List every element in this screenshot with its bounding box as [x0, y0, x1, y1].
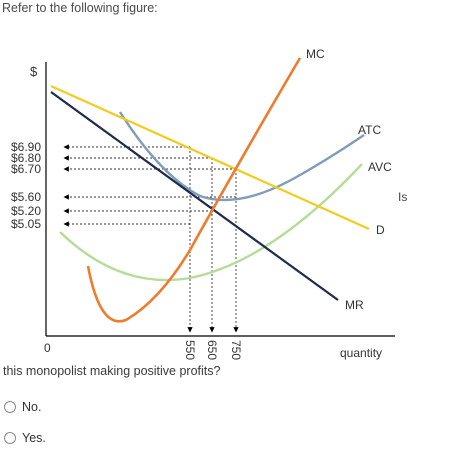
radio-button[interactable]: [4, 432, 16, 444]
cost-revenue-chart: $ 0 quantity $6.90 $6.80 $6.70 $5.60 $5.…: [11, 47, 395, 360]
price-tick: $6.80: [11, 151, 41, 165]
mc-label: MC: [306, 47, 325, 61]
option-label: Yes.: [22, 431, 46, 445]
answer-option-no[interactable]: No.: [4, 400, 41, 414]
mr-label: MR: [345, 298, 364, 312]
atc-label: ATC: [358, 123, 381, 137]
price-tick: $6.90: [11, 140, 41, 154]
d-label: D: [376, 223, 385, 237]
atc-curve: [118, 111, 365, 202]
question-text: this monopolist making positive profits?: [3, 364, 221, 378]
x-axis-label: quantity: [340, 346, 382, 360]
quantity-tick: 750: [229, 340, 243, 360]
price-tick: $5.20: [11, 204, 41, 218]
price-tick: $5.60: [11, 190, 41, 204]
avc-label: AVC: [368, 160, 392, 174]
y-axis-label: $: [30, 64, 38, 79]
answer-option-yes[interactable]: Yes.: [4, 431, 46, 445]
quantity-guides: [187, 147, 239, 333]
quantity-tick: 550: [183, 340, 197, 360]
question-fragment: Is: [398, 190, 408, 204]
price-tick: $6.70: [11, 162, 41, 176]
mc-curve: [86, 57, 302, 323]
price-tick: $5.05: [11, 217, 41, 231]
demand-curve: [50, 84, 370, 231]
option-label: No.: [22, 400, 42, 414]
radio-button[interactable]: [4, 401, 16, 413]
quantity-tick: 650: [205, 340, 219, 360]
avc-curve: [59, 163, 363, 282]
mr-curve: [50, 91, 339, 301]
question-prompt: Refer to the following figure:: [2, 1, 158, 15]
origin-label: 0: [44, 341, 51, 355]
